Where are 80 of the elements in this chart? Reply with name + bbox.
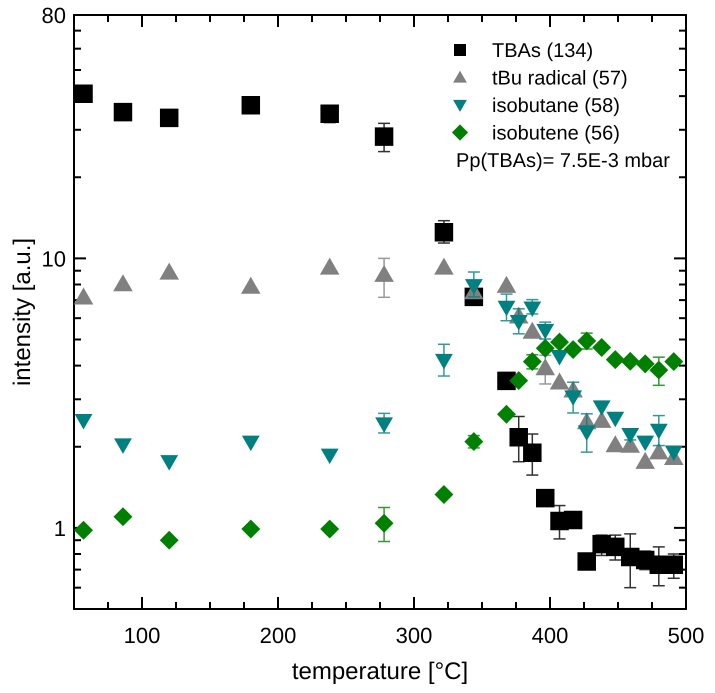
point: [434, 485, 454, 504]
point: [160, 108, 178, 128]
point: [74, 84, 93, 104]
point: [664, 446, 683, 462]
legend-label: tBu radical (57): [492, 68, 628, 90]
point: [114, 438, 132, 454]
point: [159, 262, 179, 280]
legend-label: isobutene (56): [492, 122, 620, 144]
point: [550, 350, 568, 366]
point: [320, 448, 339, 464]
y-axis-title: intensity [a.u.]: [9, 238, 36, 386]
x-tick-label: 100: [124, 623, 160, 648]
point: [620, 352, 640, 371]
x-axis-title: temperature [°C]: [292, 658, 468, 685]
point: [535, 358, 556, 376]
point: [435, 354, 453, 370]
point: [536, 338, 555, 358]
point: [496, 276, 516, 293]
point: [497, 404, 516, 424]
point: [113, 274, 133, 292]
point: [664, 352, 684, 372]
point: [160, 530, 179, 550]
point: [242, 436, 260, 452]
point: [536, 324, 554, 340]
point: [536, 488, 554, 508]
y-tick-label: 1: [54, 516, 66, 541]
point: [523, 444, 542, 462]
point: [498, 300, 516, 316]
point: [320, 258, 340, 275]
point: [636, 354, 655, 374]
point: [592, 400, 611, 416]
point: [606, 538, 625, 556]
point: [434, 258, 454, 275]
point: [510, 314, 528, 330]
point: [564, 340, 583, 359]
point: [509, 371, 528, 390]
point: [650, 424, 668, 440]
point: [374, 127, 394, 146]
point: [464, 279, 483, 295]
legend-label: TBAs (134): [492, 40, 594, 62]
point: [242, 96, 260, 114]
point: [550, 332, 569, 352]
point: [564, 390, 582, 406]
x-tick-label: 400: [532, 623, 568, 648]
point: [564, 510, 582, 530]
point: [320, 520, 340, 538]
point: [241, 520, 260, 538]
point: [522, 352, 542, 372]
point: [434, 223, 454, 242]
x-tick-label: 200: [260, 623, 296, 648]
point: [114, 102, 132, 122]
point: [74, 288, 94, 305]
point: [74, 520, 93, 540]
point: [374, 264, 394, 282]
point: [114, 507, 132, 526]
point: [606, 350, 625, 370]
annotation: Pp(TBAs)= 7.5E-3 mbar: [456, 150, 670, 172]
point: [606, 412, 624, 428]
x-tick-label: 500: [668, 623, 704, 648]
point: [592, 338, 612, 357]
point: [74, 414, 92, 430]
point: [160, 455, 178, 471]
legend-label: isobutane (58): [492, 95, 620, 117]
point: [621, 428, 640, 444]
point: [464, 432, 484, 452]
point: [577, 331, 596, 350]
point: [241, 276, 261, 294]
y-tick-label: 80: [42, 3, 66, 28]
point: [578, 425, 596, 441]
point: [522, 322, 542, 339]
point: [577, 552, 596, 571]
point: [636, 436, 654, 452]
point: [320, 104, 339, 124]
point: [374, 514, 394, 533]
point: [649, 360, 668, 380]
x-tick-label: 300: [396, 623, 432, 648]
point: [649, 442, 669, 460]
point: [509, 428, 528, 446]
point: [375, 417, 393, 433]
y-tick-label: 10: [42, 246, 66, 272]
